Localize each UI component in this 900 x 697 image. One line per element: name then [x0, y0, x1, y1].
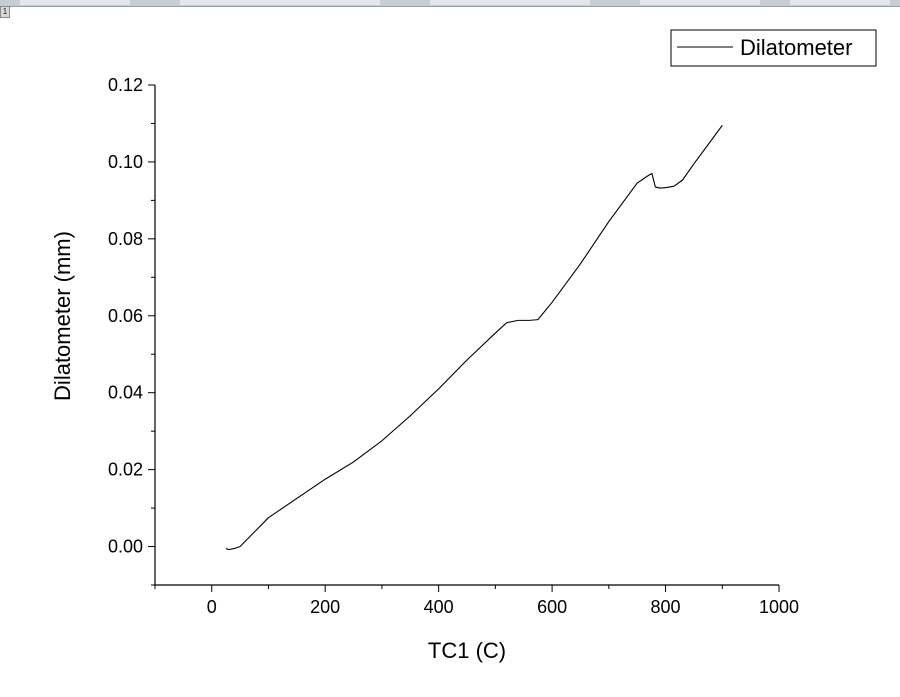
graph-window-number-badge[interactable]: 1 [0, 6, 10, 18]
x-tick-label: 600 [537, 597, 567, 617]
x-tick-label: 800 [651, 597, 681, 617]
y-tick-label: 0.06 [108, 306, 143, 326]
legend[interactable]: Dilatometer [670, 29, 877, 67]
x-tick-label: 400 [424, 597, 454, 617]
series-layer [225, 125, 723, 551]
x-axis-title: TC1 (C) [428, 638, 506, 663]
y-ticks: 0.00 0.02 0.04 0.06 0.08 0.10 0.12 [108, 75, 155, 586]
y-tick-label: 0.02 [108, 460, 143, 480]
x-tick-label: 0 [207, 597, 217, 617]
x-tick-label: 1000 [759, 597, 799, 617]
legend-label: Dilatometer [740, 35, 852, 60]
x-tick-label: 200 [310, 597, 340, 617]
legend-box [670, 29, 877, 67]
axes [154, 85, 779, 586]
window-top-strip [0, 0, 900, 7]
y-tick-label: 0.12 [108, 75, 143, 95]
y-tick-label: 0.04 [108, 383, 143, 403]
x-ticks: 0 200 400 600 800 1000 [154, 585, 799, 617]
y-tick-label: 0.00 [108, 537, 143, 557]
y-tick-label: 0.08 [108, 229, 143, 249]
y-axis-title: Dilatometer (mm) [50, 231, 75, 401]
y-tick-label: 0.10 [108, 152, 143, 172]
series-line-dilatometer [225, 125, 723, 551]
